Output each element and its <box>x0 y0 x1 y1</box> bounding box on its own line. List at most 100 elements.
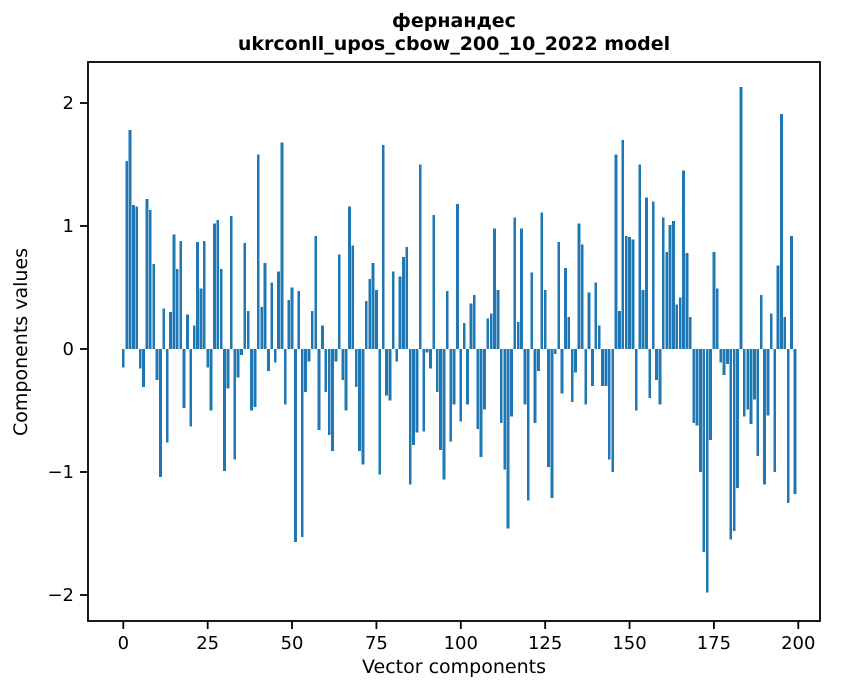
bar <box>584 349 588 405</box>
bar <box>722 349 726 375</box>
x-axis-label: Vector components <box>362 656 546 678</box>
bar <box>209 349 213 411</box>
bar <box>577 223 581 349</box>
bar <box>523 349 527 405</box>
bar <box>213 223 216 349</box>
x-tick-label: 200 <box>781 633 815 654</box>
bar <box>189 349 193 427</box>
bar <box>692 349 696 423</box>
bar <box>418 164 422 349</box>
bar <box>786 349 790 503</box>
bar <box>513 217 517 349</box>
bar <box>179 240 183 349</box>
bar <box>442 349 446 480</box>
bar <box>672 221 675 349</box>
bar <box>567 317 571 349</box>
bar <box>445 291 449 349</box>
bar <box>655 349 658 380</box>
bar <box>132 205 135 349</box>
bar <box>651 201 655 349</box>
bar <box>321 325 324 349</box>
bar <box>574 349 577 373</box>
bar <box>246 310 250 349</box>
bar <box>763 349 766 485</box>
bar <box>128 130 132 349</box>
bar <box>773 349 777 472</box>
bar <box>483 349 486 410</box>
bar <box>564 267 567 349</box>
bar <box>746 349 750 410</box>
bar <box>253 349 257 407</box>
bar <box>331 349 334 452</box>
x-tick-label: 150 <box>612 633 646 654</box>
bar <box>202 240 206 349</box>
bar <box>597 325 601 349</box>
bar <box>250 349 253 411</box>
bar <box>472 294 476 349</box>
y-tick-label: −2 <box>47 585 74 606</box>
bar <box>540 212 544 349</box>
bar <box>459 349 463 422</box>
bar <box>675 304 679 349</box>
bar <box>604 349 608 386</box>
bar <box>142 349 145 388</box>
bar <box>277 271 280 349</box>
bar <box>219 269 223 349</box>
bar <box>726 349 729 364</box>
bar <box>307 349 311 362</box>
bar <box>297 291 301 349</box>
bar <box>152 264 156 349</box>
bar <box>182 349 186 409</box>
bar <box>611 349 615 472</box>
bar <box>715 288 719 349</box>
bar <box>337 254 341 349</box>
bar <box>425 349 429 353</box>
bar <box>206 349 210 368</box>
bar <box>516 321 520 349</box>
bar <box>709 349 712 441</box>
bar <box>344 349 348 411</box>
chart-title-line1: фернандес <box>392 10 516 32</box>
axes-spines <box>87 61 821 622</box>
bar <box>439 349 442 450</box>
bar <box>236 349 240 378</box>
bar <box>702 349 706 552</box>
bar <box>648 349 652 399</box>
bar <box>790 235 793 349</box>
bar <box>317 349 321 431</box>
bar <box>456 203 459 349</box>
bar <box>165 349 169 443</box>
x-tick-label: 50 <box>281 633 304 654</box>
bar <box>138 349 142 369</box>
bar <box>769 313 773 349</box>
bar <box>155 349 159 380</box>
bar <box>162 308 166 349</box>
bar <box>169 312 172 349</box>
bar <box>351 245 355 349</box>
bar <box>229 216 233 349</box>
bar <box>280 142 284 349</box>
bar <box>391 271 395 349</box>
bar <box>695 349 699 426</box>
bars-group <box>121 87 797 593</box>
bar <box>682 170 685 349</box>
bar <box>530 272 534 349</box>
bar <box>553 349 557 354</box>
x-tick-label: 175 <box>697 633 731 654</box>
bar <box>793 349 797 495</box>
x-tick-label: 0 <box>118 633 129 654</box>
bar <box>314 235 318 349</box>
bar <box>766 349 770 416</box>
bar <box>506 349 510 529</box>
bar <box>493 228 496 349</box>
bar <box>432 214 436 349</box>
bar <box>783 317 787 349</box>
bar <box>290 287 294 349</box>
bar <box>327 349 331 436</box>
bar <box>398 276 402 349</box>
bar <box>159 349 162 477</box>
bar <box>591 349 594 386</box>
bar <box>557 241 561 349</box>
